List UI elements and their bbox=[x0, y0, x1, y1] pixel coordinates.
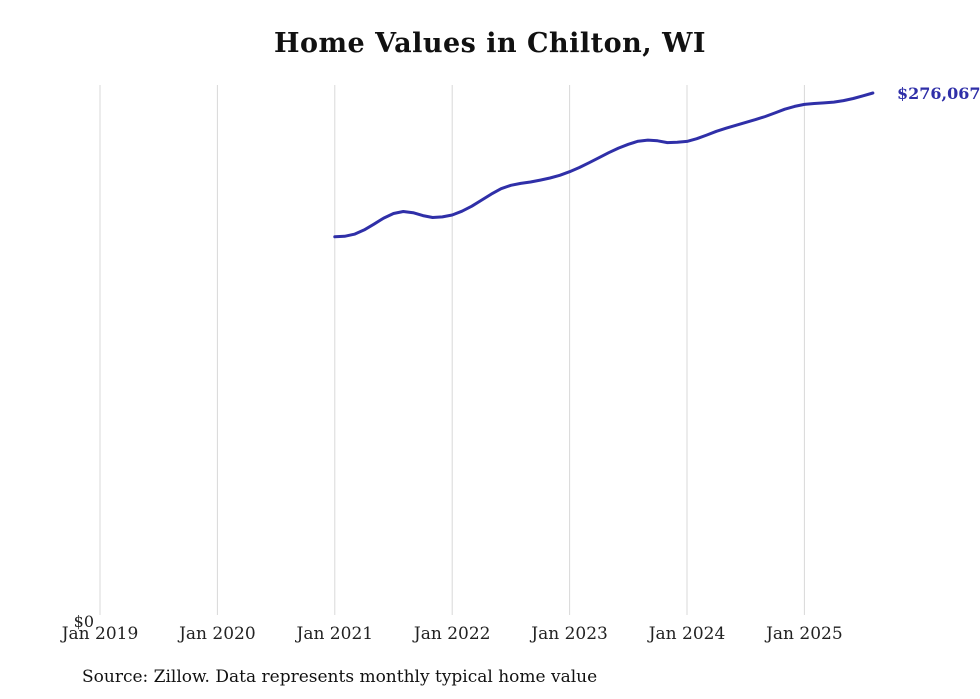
x-tick-label: Jan 2024 bbox=[648, 624, 726, 644]
chart-title: Home Values in Chilton, WI bbox=[273, 28, 707, 59]
y-axis-zero-label: $0 bbox=[73, 612, 94, 631]
series-end-value-label: $276,067 bbox=[897, 84, 980, 103]
x-tick-label: Jan 2022 bbox=[413, 624, 491, 644]
x-tick-label: Jan 2019 bbox=[61, 624, 139, 644]
x-tick-label: Jan 2023 bbox=[531, 624, 608, 644]
x-tick-label: Jan 2025 bbox=[766, 624, 843, 644]
home-value-line bbox=[333, 91, 875, 239]
x-tick-label: Jan 2021 bbox=[296, 624, 374, 644]
source-note: Source: Zillow. Data represents monthly … bbox=[82, 667, 598, 687]
x-tick-label: Jan 2020 bbox=[179, 624, 256, 644]
